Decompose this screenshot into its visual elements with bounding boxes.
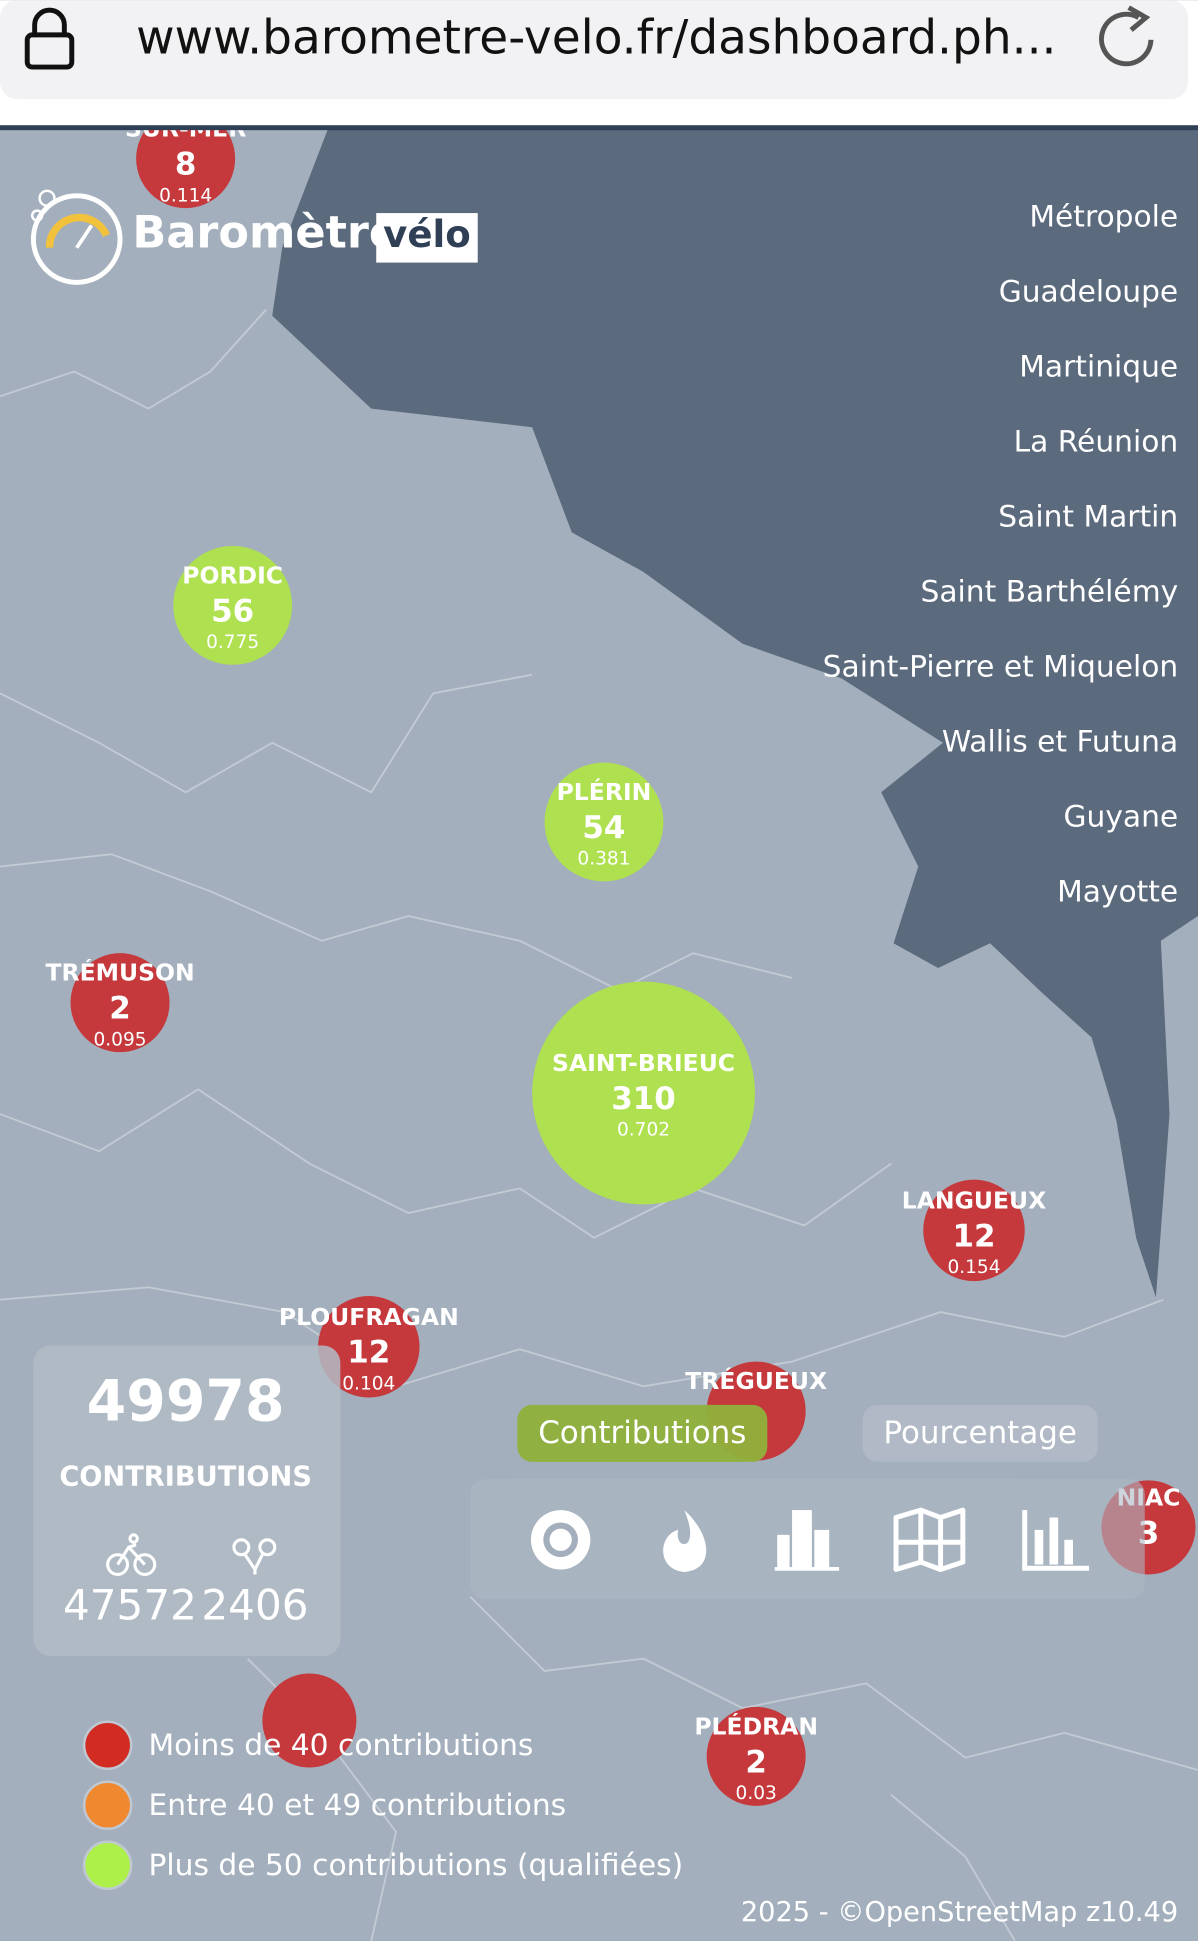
marker-ratio: 0.095 bbox=[93, 1029, 146, 1050]
marker-ratio: 0.702 bbox=[617, 1120, 670, 1141]
marker-circle[interactable] bbox=[544, 762, 664, 882]
city-marker[interactable]: PLÉDRAN 2 0.03 bbox=[694, 1706, 818, 1806]
legend-label: Moins de 40 contributions bbox=[149, 1728, 534, 1763]
marker-name: TRÉGUEUX bbox=[685, 1367, 827, 1395]
logo-badge-text: vélo bbox=[383, 213, 471, 256]
legend-label: Plus de 50 contributions (qualifiées) bbox=[149, 1848, 684, 1883]
reload-icon[interactable] bbox=[1099, 5, 1154, 67]
marker-ratio: 0.03 bbox=[736, 1783, 777, 1804]
other-count: 2406 bbox=[201, 1580, 308, 1629]
tab-active[interactable] bbox=[517, 1404, 768, 1462]
city-marker[interactable]: TRÉMUSON 20.095 bbox=[45, 953, 195, 1053]
marker-count: 2 bbox=[109, 991, 131, 1027]
marker-name: PLOUFRAGAN bbox=[279, 1303, 459, 1331]
marker-name: PLÉRIN bbox=[557, 778, 652, 806]
attribution: 2025 - ©OpenStreetMap z10.49 bbox=[741, 1897, 1178, 1928]
region-link[interactable]: Guadeloupe bbox=[999, 275, 1178, 310]
gear-icon[interactable] bbox=[530, 1510, 591, 1570]
address-bar[interactable] bbox=[0, 0, 1189, 100]
tab-label[interactable]: Contributions bbox=[538, 1415, 746, 1451]
region-link[interactable]: Saint Barthélémy bbox=[921, 575, 1179, 610]
region-link[interactable]: Wallis et Futuna bbox=[942, 725, 1178, 760]
legend-swatch bbox=[82, 1720, 133, 1770]
region-link[interactable]: La Réunion bbox=[1014, 425, 1179, 460]
region-link[interactable]: Métropole bbox=[1029, 200, 1178, 235]
city-icon[interactable] bbox=[774, 1510, 840, 1571]
legend-swatch bbox=[82, 1840, 133, 1891]
city-marker[interactable]: PLOUFRAGAN 120.104 bbox=[279, 1295, 459, 1398]
marker-ratio: 0.775 bbox=[206, 632, 259, 653]
url[interactable]: www.barometre-velo.fr/dashboard.ph... bbox=[136, 11, 1056, 66]
marker-circle[interactable] bbox=[70, 953, 170, 1053]
marker-ratio: 0.104 bbox=[342, 1373, 395, 1394]
region-link[interactable]: Martinique bbox=[1019, 350, 1178, 385]
legend: Moins de 40 contributions Entre 40 et 49 … bbox=[82, 1720, 684, 1891]
marker-count: 8 bbox=[175, 147, 197, 183]
bike-icon bbox=[106, 1533, 157, 1576]
city-marker[interactable]: SAINT-BRIEUC 310 0.702 bbox=[532, 981, 755, 1205]
marker-name: LANGUEUX bbox=[902, 1186, 1046, 1214]
bike-count: 47572 bbox=[63, 1580, 197, 1629]
marker-name: TRÉMUSON bbox=[45, 959, 194, 987]
marker-ratio: 0.154 bbox=[947, 1257, 1000, 1278]
marker-circle[interactable] bbox=[173, 546, 293, 665]
tab-label[interactable]: Pourcentage bbox=[883, 1415, 1077, 1451]
markers: SUR-MER 80.114 PORDIC 56 0.775 PLÉRIN 54 0.381 T… bbox=[45, 109, 1196, 1806]
region-link[interactable]: Guyane bbox=[1064, 800, 1179, 835]
region-link[interactable]: Saint Martin bbox=[998, 500, 1178, 535]
other-icon bbox=[232, 1538, 277, 1575]
marker-circle[interactable] bbox=[318, 1295, 420, 1398]
marker-count: 310 bbox=[611, 1081, 676, 1117]
marker-circle[interactable] bbox=[706, 1706, 806, 1806]
map-icon[interactable] bbox=[893, 1507, 966, 1572]
divider bbox=[0, 125, 1198, 131]
marker-circle[interactable] bbox=[532, 981, 755, 1205]
logo[interactable]: Baromètre vélo bbox=[30, 189, 478, 285]
flame-icon[interactable] bbox=[663, 1510, 707, 1572]
lock-icon bbox=[24, 7, 75, 70]
tab[interactable] bbox=[862, 1404, 1098, 1462]
marker-count: 12 bbox=[952, 1218, 995, 1254]
marker-ratio: 0.381 bbox=[577, 849, 630, 870]
city-marker[interactable]: PORDIC 56 0.775 bbox=[173, 546, 293, 665]
city-marker[interactable]: PLÉRIN 54 0.381 bbox=[544, 762, 664, 882]
map[interactable]: SUR-MER 80.114 PORDIC 56 0.775 PLÉRIN 54 0.381 T… bbox=[0, 109, 1198, 1941]
legend-swatch bbox=[82, 1780, 133, 1831]
logo-badge bbox=[376, 213, 478, 263]
stats-panel bbox=[33, 1345, 341, 1657]
marker-ratio: 0.114 bbox=[159, 185, 212, 206]
legend-label: Entre 40 et 49 contributions bbox=[149, 1788, 567, 1823]
total: 49978 bbox=[87, 1369, 285, 1435]
city-marker[interactable]: SUR-MER 80.114 bbox=[125, 109, 246, 209]
marker-name: SAINT-BRIEUC bbox=[552, 1049, 735, 1077]
marker-count: 12 bbox=[347, 1335, 390, 1371]
partial-marker[interactable] bbox=[262, 1673, 357, 1768]
marker-name: PLÉDRAN bbox=[694, 1712, 818, 1740]
marker-circle[interactable] bbox=[136, 109, 236, 209]
chart-icon[interactable] bbox=[1022, 1510, 1090, 1571]
region-menu: Métropole Guadeloupe Martinique La Réunion S… bbox=[823, 200, 1179, 910]
sea bbox=[272, 128, 1198, 1298]
marker-name: PORDIC bbox=[182, 561, 283, 589]
marker-count: 54 bbox=[582, 810, 625, 846]
city-marker[interactable]: LANGUEUX 12 0.154 bbox=[902, 1179, 1046, 1282]
marker-count: 56 bbox=[211, 593, 254, 629]
logo-name: Baromètre bbox=[132, 206, 399, 258]
total-label: CONTRIBUTIONS bbox=[59, 1461, 312, 1492]
marker-count: 2 bbox=[745, 1744, 767, 1780]
region-link[interactable]: Mayotte bbox=[1057, 875, 1178, 910]
marker-name: SUR-MER bbox=[125, 115, 246, 143]
marker-circle[interactable] bbox=[923, 1179, 1025, 1282]
region-link[interactable]: Saint-Pierre et Miquelon bbox=[823, 650, 1179, 685]
